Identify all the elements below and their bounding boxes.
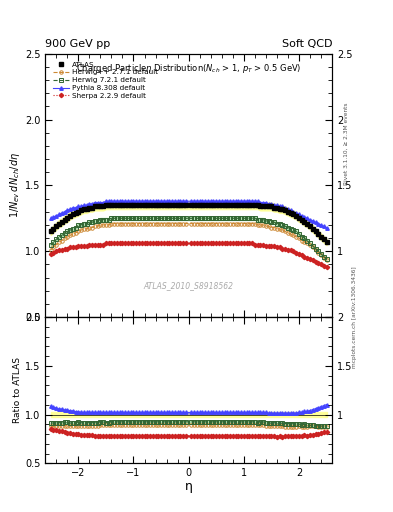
- Herwig++ 2.7.1 default: [313, 247, 318, 253]
- Sherpa 2.2.9 default: [305, 255, 310, 261]
- Sherpa 2.2.9 default: [101, 242, 105, 248]
- ATLAS: [305, 221, 310, 227]
- Pythia 8.308 default: [48, 215, 53, 221]
- X-axis label: η: η: [185, 480, 193, 493]
- Herwig 7.2.1 default: [305, 238, 310, 244]
- Pythia 8.308 default: [324, 224, 329, 230]
- Text: 900 GeV pp: 900 GeV pp: [45, 38, 110, 49]
- Text: mcplots.cern.ch [arXiv:1306.3436]: mcplots.cern.ch [arXiv:1306.3436]: [352, 267, 357, 368]
- Herwig++ 2.7.1 default: [115, 221, 119, 227]
- Herwig 7.2.1 default: [195, 215, 199, 221]
- Pythia 8.308 default: [195, 198, 199, 204]
- Text: ATLAS_2010_S8918562: ATLAS_2010_S8918562: [143, 281, 234, 290]
- Sherpa 2.2.9 default: [48, 251, 53, 257]
- Sherpa 2.2.9 default: [324, 264, 329, 270]
- Herwig++ 2.7.1 default: [109, 221, 114, 227]
- Pythia 8.308 default: [313, 219, 318, 225]
- Sherpa 2.2.9 default: [313, 259, 318, 265]
- Herwig++ 2.7.1 default: [48, 247, 53, 253]
- Text: Charged Particle$\eta$ Distribution($N_{ch}$ > 1, $p_T$ > 0.5 GeV): Charged Particle$\eta$ Distribution($N_{…: [76, 61, 301, 75]
- Line: Herwig++ 2.7.1 default: Herwig++ 2.7.1 default: [49, 222, 328, 262]
- ATLAS: [48, 228, 53, 234]
- Text: Soft QCD: Soft QCD: [282, 38, 332, 49]
- ATLAS: [195, 202, 199, 208]
- Herwig 7.2.1 default: [115, 215, 119, 221]
- Pythia 8.308 default: [103, 198, 108, 204]
- ATLAS: [101, 203, 105, 209]
- Herwig 7.2.1 default: [101, 217, 105, 223]
- Line: Sherpa 2.2.9 default: Sherpa 2.2.9 default: [49, 242, 328, 269]
- Herwig 7.2.1 default: [48, 242, 53, 248]
- Herwig 7.2.1 default: [313, 246, 318, 252]
- Herwig 7.2.1 default: [109, 215, 114, 221]
- Sherpa 2.2.9 default: [115, 240, 119, 246]
- Herwig++ 2.7.1 default: [324, 258, 329, 264]
- Herwig 7.2.1 default: [324, 256, 329, 262]
- Herwig++ 2.7.1 default: [217, 221, 221, 227]
- Herwig++ 2.7.1 default: [305, 240, 310, 246]
- Sherpa 2.2.9 default: [103, 240, 108, 246]
- Legend: ATLAS, Herwig++ 2.7.1 default, Herwig 7.2.1 default, Pythia 8.308 default, Sherp: ATLAS, Herwig++ 2.7.1 default, Herwig 7.…: [51, 60, 160, 100]
- Pythia 8.308 default: [101, 200, 105, 206]
- ATLAS: [103, 202, 108, 208]
- Y-axis label: Ratio to ATLAS: Ratio to ATLAS: [13, 357, 22, 423]
- ATLAS: [115, 202, 119, 208]
- Pythia 8.308 default: [217, 198, 221, 204]
- Herwig 7.2.1 default: [217, 215, 221, 221]
- ATLAS: [313, 228, 318, 234]
- ATLAS: [324, 239, 329, 245]
- Text: Rivet 3.1.10, ≥ 2.3M events: Rivet 3.1.10, ≥ 2.3M events: [344, 102, 349, 185]
- Line: ATLAS: ATLAS: [49, 203, 328, 244]
- Herwig++ 2.7.1 default: [101, 222, 105, 228]
- Line: Pythia 8.308 default: Pythia 8.308 default: [49, 200, 328, 229]
- Sherpa 2.2.9 default: [217, 240, 221, 246]
- Pythia 8.308 default: [115, 198, 119, 204]
- Herwig++ 2.7.1 default: [195, 221, 199, 227]
- Line: Herwig 7.2.1 default: Herwig 7.2.1 default: [49, 217, 328, 261]
- ATLAS: [217, 202, 221, 208]
- Pythia 8.308 default: [305, 215, 310, 221]
- Y-axis label: $1/N_{ev}\,dN_{ch}/d\eta$: $1/N_{ev}\,dN_{ch}/d\eta$: [8, 153, 22, 219]
- Sherpa 2.2.9 default: [195, 240, 199, 246]
